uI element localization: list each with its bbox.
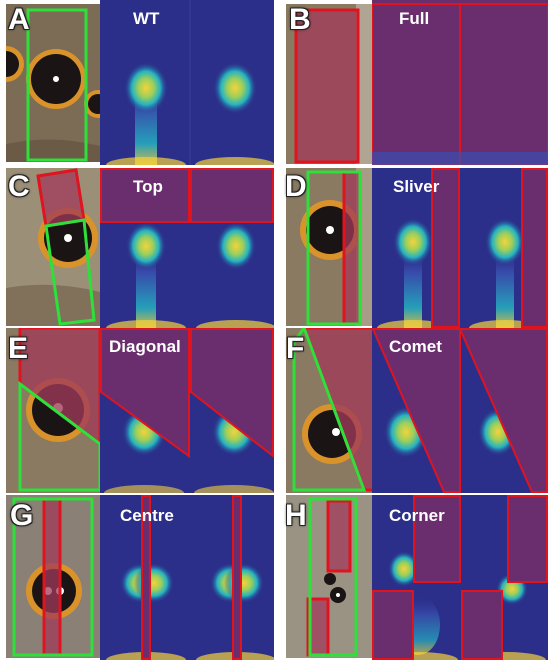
panel-f-simulation: [372, 328, 548, 493]
panel-g-simulation: [100, 495, 274, 660]
panel-title: Diagonal: [109, 337, 181, 356]
panel-a: A WT: [0, 0, 274, 165]
panel-b-wing-photo: [286, 4, 374, 164]
panel-c-wing-photo: [6, 168, 100, 326]
panel-title: Corner: [389, 506, 445, 525]
panel-b-simulation: [372, 0, 548, 165]
panel-a-simulation: [100, 0, 274, 165]
panel-c-simulation: [100, 168, 274, 328]
panel-d-wing-photo: [286, 168, 374, 326]
panel-letter: H: [285, 499, 307, 532]
panel-f-wing-photo: [286, 328, 374, 493]
panel-h-wing-photo: [286, 495, 374, 658]
panel-title: WT: [133, 9, 160, 28]
panel-g-wing-photo: [6, 495, 100, 658]
panel-d: D Sliver: [280, 168, 548, 328]
panel-e: E Diagonal: [0, 328, 274, 493]
panel-e-simulation: [100, 328, 274, 493]
panel-b: B Full: [280, 0, 548, 165]
panel-title: Centre: [120, 506, 174, 525]
panel-letter: G: [10, 499, 34, 532]
panel-h: H Corner: [280, 495, 548, 660]
panel-g: G Centre: [0, 495, 274, 660]
panel-d-simulation: [372, 168, 548, 328]
panel-f: F Comet: [280, 328, 548, 493]
panel-e-wing-photo: [6, 328, 100, 493]
panel-title: Full: [399, 9, 430, 28]
panel-h-simulation: [372, 495, 548, 660]
panel-title: Sliver: [393, 177, 440, 196]
panel-a-wing-photo: [6, 4, 100, 162]
panel-c: C Top: [0, 168, 274, 328]
panel-title: Comet: [389, 337, 442, 356]
panel-letter: B: [289, 3, 311, 36]
panel-letter: D: [285, 170, 307, 203]
panel-letter: C: [8, 170, 30, 203]
panel-title: Top: [133, 177, 163, 196]
panel-letter: F: [286, 332, 305, 365]
panel-letter: E: [8, 332, 29, 365]
panel-letter: A: [8, 3, 30, 36]
